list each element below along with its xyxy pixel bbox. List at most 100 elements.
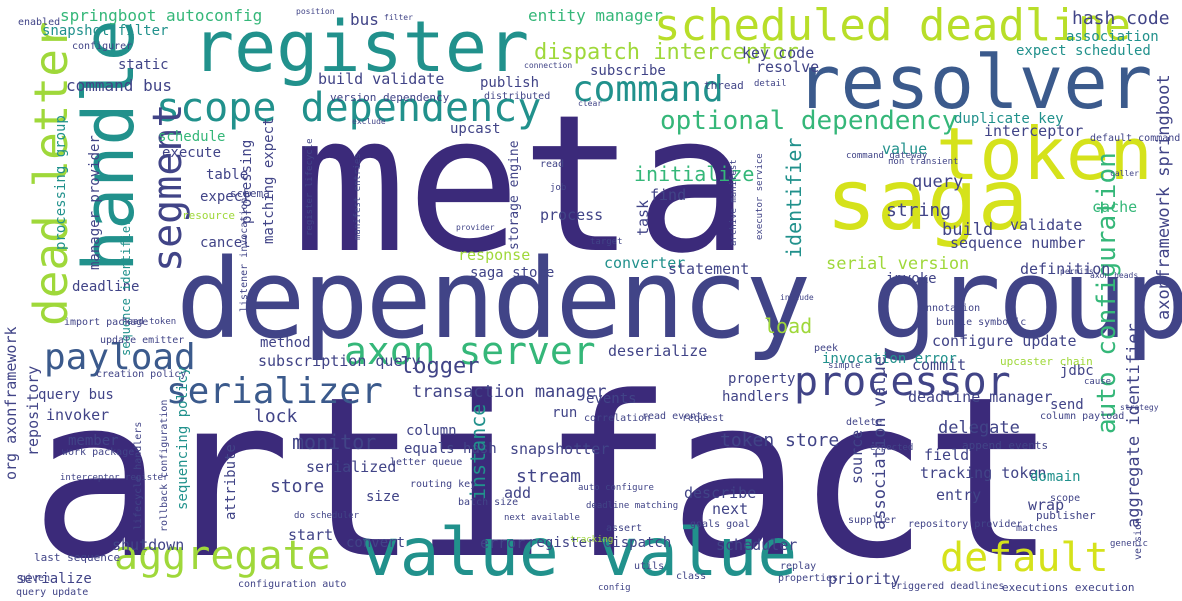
word-saga-store: saga store <box>470 265 555 281</box>
word-jdbc: jdbc <box>1060 363 1094 379</box>
word-query-bus: query bus <box>38 387 114 403</box>
word-resolver: resolver <box>796 40 1153 126</box>
word-update-emitter: update emitter <box>100 335 185 346</box>
word-cancel: cancel <box>200 235 251 251</box>
word-sequencing-policy: sequencing policy <box>175 366 191 510</box>
word-import-package: import package <box>64 317 149 328</box>
word-next-available: next available <box>504 513 580 523</box>
word-schema: schema <box>230 187 270 200</box>
word-token-store: token store <box>720 430 840 451</box>
word-size: size <box>366 489 400 505</box>
word-add: add <box>504 484 532 502</box>
word-strategy: strategy <box>1120 403 1159 412</box>
word-request: request <box>682 413 725 424</box>
word-tracking-token: tracking token <box>920 464 1047 482</box>
word-configurer: configurer <box>72 41 133 52</box>
word-artifact: artifact <box>30 350 1057 601</box>
word-executions-execution: executions execution <box>1002 581 1135 594</box>
word-register: register <box>192 6 530 88</box>
word-provider: provider <box>456 223 495 232</box>
word-upcast: upcast <box>450 121 501 137</box>
word-executor-service: executor service <box>755 153 765 240</box>
word-execute: execute <box>162 145 222 161</box>
word-config: config <box>598 583 631 593</box>
word-connection: connection <box>524 61 573 70</box>
word-read: read <box>540 159 565 170</box>
word-property: property <box>728 371 796 387</box>
word-meta: meta <box>292 74 750 295</box>
word-processing-group: processing group <box>53 115 69 250</box>
word-dispatch-interceptor: dispatch interceptor <box>534 40 799 65</box>
word-aggregate-identifier: aggregate identifier <box>1124 323 1144 528</box>
word-column-payload: column payload <box>1040 411 1125 422</box>
word-upcaster-chain: upcaster chain <box>1000 355 1093 368</box>
word-commit: commit <box>912 356 967 374</box>
word-generic: generic <box>1110 539 1148 549</box>
word-describe: describe <box>684 484 757 502</box>
word-equals-hash: equals hash <box>404 441 497 457</box>
word-given: given <box>20 573 51 584</box>
word-association: association <box>1066 29 1159 45</box>
word-serializer: serializer <box>166 371 383 412</box>
word-schedule: schedule <box>158 129 226 145</box>
word-exclude: exclude <box>352 117 386 126</box>
word-head-token: head token <box>122 317 177 327</box>
word-thread: thread <box>704 79 744 92</box>
word-hash-code: hash code <box>1072 8 1170 29</box>
word-member: member <box>68 433 119 449</box>
word-optional-dependency: optional dependency <box>660 106 958 136</box>
word-configure-update: configure update <box>932 332 1077 350</box>
word-static: static <box>118 57 169 73</box>
word-aggregate: aggregate <box>114 533 331 579</box>
word-permits: permits <box>1060 267 1094 276</box>
word-resolve: resolve <box>756 58 820 76</box>
word-invocation-error: invocation error <box>822 351 957 367</box>
word-clear: clear <box>578 99 603 108</box>
word-convert: convert <box>346 535 406 551</box>
word-manifest-entries: manifest entries <box>353 153 363 240</box>
word-column: column <box>406 423 457 439</box>
word-class: class <box>676 571 707 582</box>
word-batch-size: batch size <box>458 497 519 508</box>
word-auto-configure: auto configure <box>578 483 654 493</box>
word-task: task <box>634 199 652 236</box>
word-process: process <box>540 206 604 224</box>
word-default: default <box>940 535 1109 581</box>
word-caller: caller <box>1110 169 1139 178</box>
word-include: include <box>780 293 814 302</box>
word-cause: cause <box>1084 377 1112 387</box>
word-value: value <box>882 140 928 158</box>
word-scheduler: scheduler <box>716 536 798 554</box>
word-deserialize: deserialize <box>608 342 708 360</box>
word-scheduled-deadline: scheduled deadline <box>654 0 1131 51</box>
word-properties: properties <box>778 573 839 584</box>
word-non-transient: non transient <box>888 157 959 167</box>
word-register-lifecycle: register lifecycle <box>305 138 315 236</box>
word-load: load <box>764 314 813 338</box>
word-goals-goal: goals goal <box>690 519 751 530</box>
word-configuration-auto: configuration auto <box>238 579 347 590</box>
word-archive-manifest: archive manifest <box>729 159 739 246</box>
word-source: source <box>848 429 866 484</box>
word-find: find <box>650 186 687 204</box>
word-version-dependency: version dependency <box>330 91 450 104</box>
word-logger: logger <box>400 354 480 379</box>
word-statement: statement <box>668 260 750 278</box>
word-letter-queue: letter queue <box>390 457 463 468</box>
word-expected: expected <box>870 443 914 453</box>
word-rollback-configuration: rollback configuration <box>159 399 170 532</box>
word-query: query <box>912 172 964 192</box>
word-build: build <box>942 220 994 240</box>
word-table: table <box>206 167 249 183</box>
word-expect: expect <box>200 189 251 205</box>
word-start: start <box>288 526 334 544</box>
word-interceptor-register: interceptor register <box>60 473 169 483</box>
word-priority: priority <box>828 570 901 588</box>
word-lock: lock <box>254 406 298 427</box>
word-entity-manager: entity manager <box>528 6 663 25</box>
word-field: field <box>924 446 970 464</box>
word-read-events: read events <box>642 411 709 422</box>
word-supplier: supplier <box>848 515 897 526</box>
word-serialized: serialized <box>306 458 397 476</box>
word-org-axonframework: org axonframework <box>2 326 20 480</box>
